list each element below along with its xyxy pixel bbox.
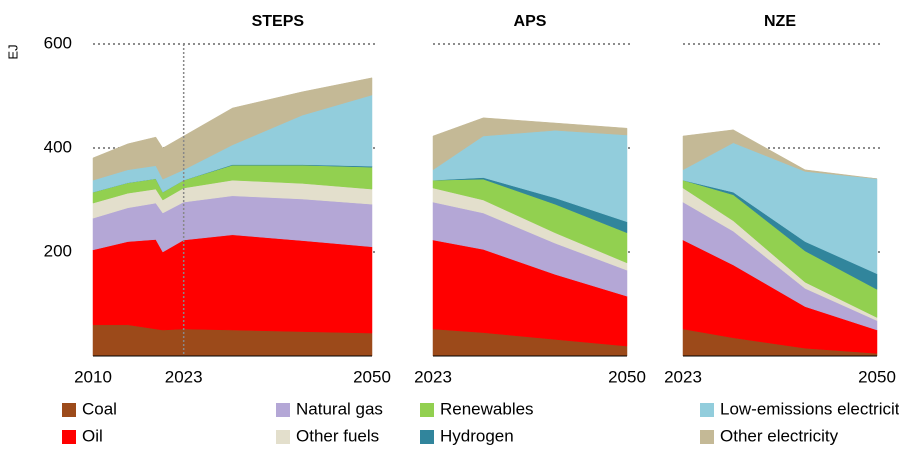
y-tick-label: 400: [44, 137, 72, 156]
chart-title: APS: [514, 13, 547, 30]
legend-label: Other fuels: [296, 426, 379, 445]
legend-swatch: [62, 403, 76, 417]
area: [92, 77, 373, 181]
x-tick-label: 2050: [353, 367, 391, 386]
legend-swatch: [420, 430, 434, 444]
y-tick-label: 600: [44, 33, 72, 52]
legend-label: Natural gas: [296, 399, 383, 418]
area: [92, 234, 373, 334]
x-tick-label: 2023: [165, 367, 203, 386]
legend-swatch: [700, 403, 714, 417]
x-tick-label: 2050: [858, 367, 896, 386]
legend-swatch: [420, 403, 434, 417]
legend-label: Other electricity: [720, 426, 839, 445]
legend-label: Low-emissions electricity: [720, 399, 899, 418]
area: [432, 117, 628, 171]
area: [682, 129, 878, 179]
x-tick-label: 2023: [664, 367, 702, 386]
chart-title: NZE: [764, 13, 796, 30]
legend-swatch: [276, 403, 290, 417]
legend-label: Oil: [82, 426, 103, 445]
legend-swatch: [700, 430, 714, 444]
x-tick-label: 2023: [414, 367, 452, 386]
legend-label: Renewables: [440, 399, 534, 418]
y-axis-label: EJ: [5, 44, 20, 59]
legend-swatch: [62, 430, 76, 444]
chart-title: STEPS: [252, 13, 305, 30]
legend-swatch: [276, 430, 290, 444]
y-tick-label: 200: [44, 241, 72, 260]
legend-label: Coal: [82, 399, 117, 418]
legend-label: Hydrogen: [440, 426, 514, 445]
x-tick-label: 2050: [608, 367, 646, 386]
x-tick-label: 2010: [74, 367, 112, 386]
